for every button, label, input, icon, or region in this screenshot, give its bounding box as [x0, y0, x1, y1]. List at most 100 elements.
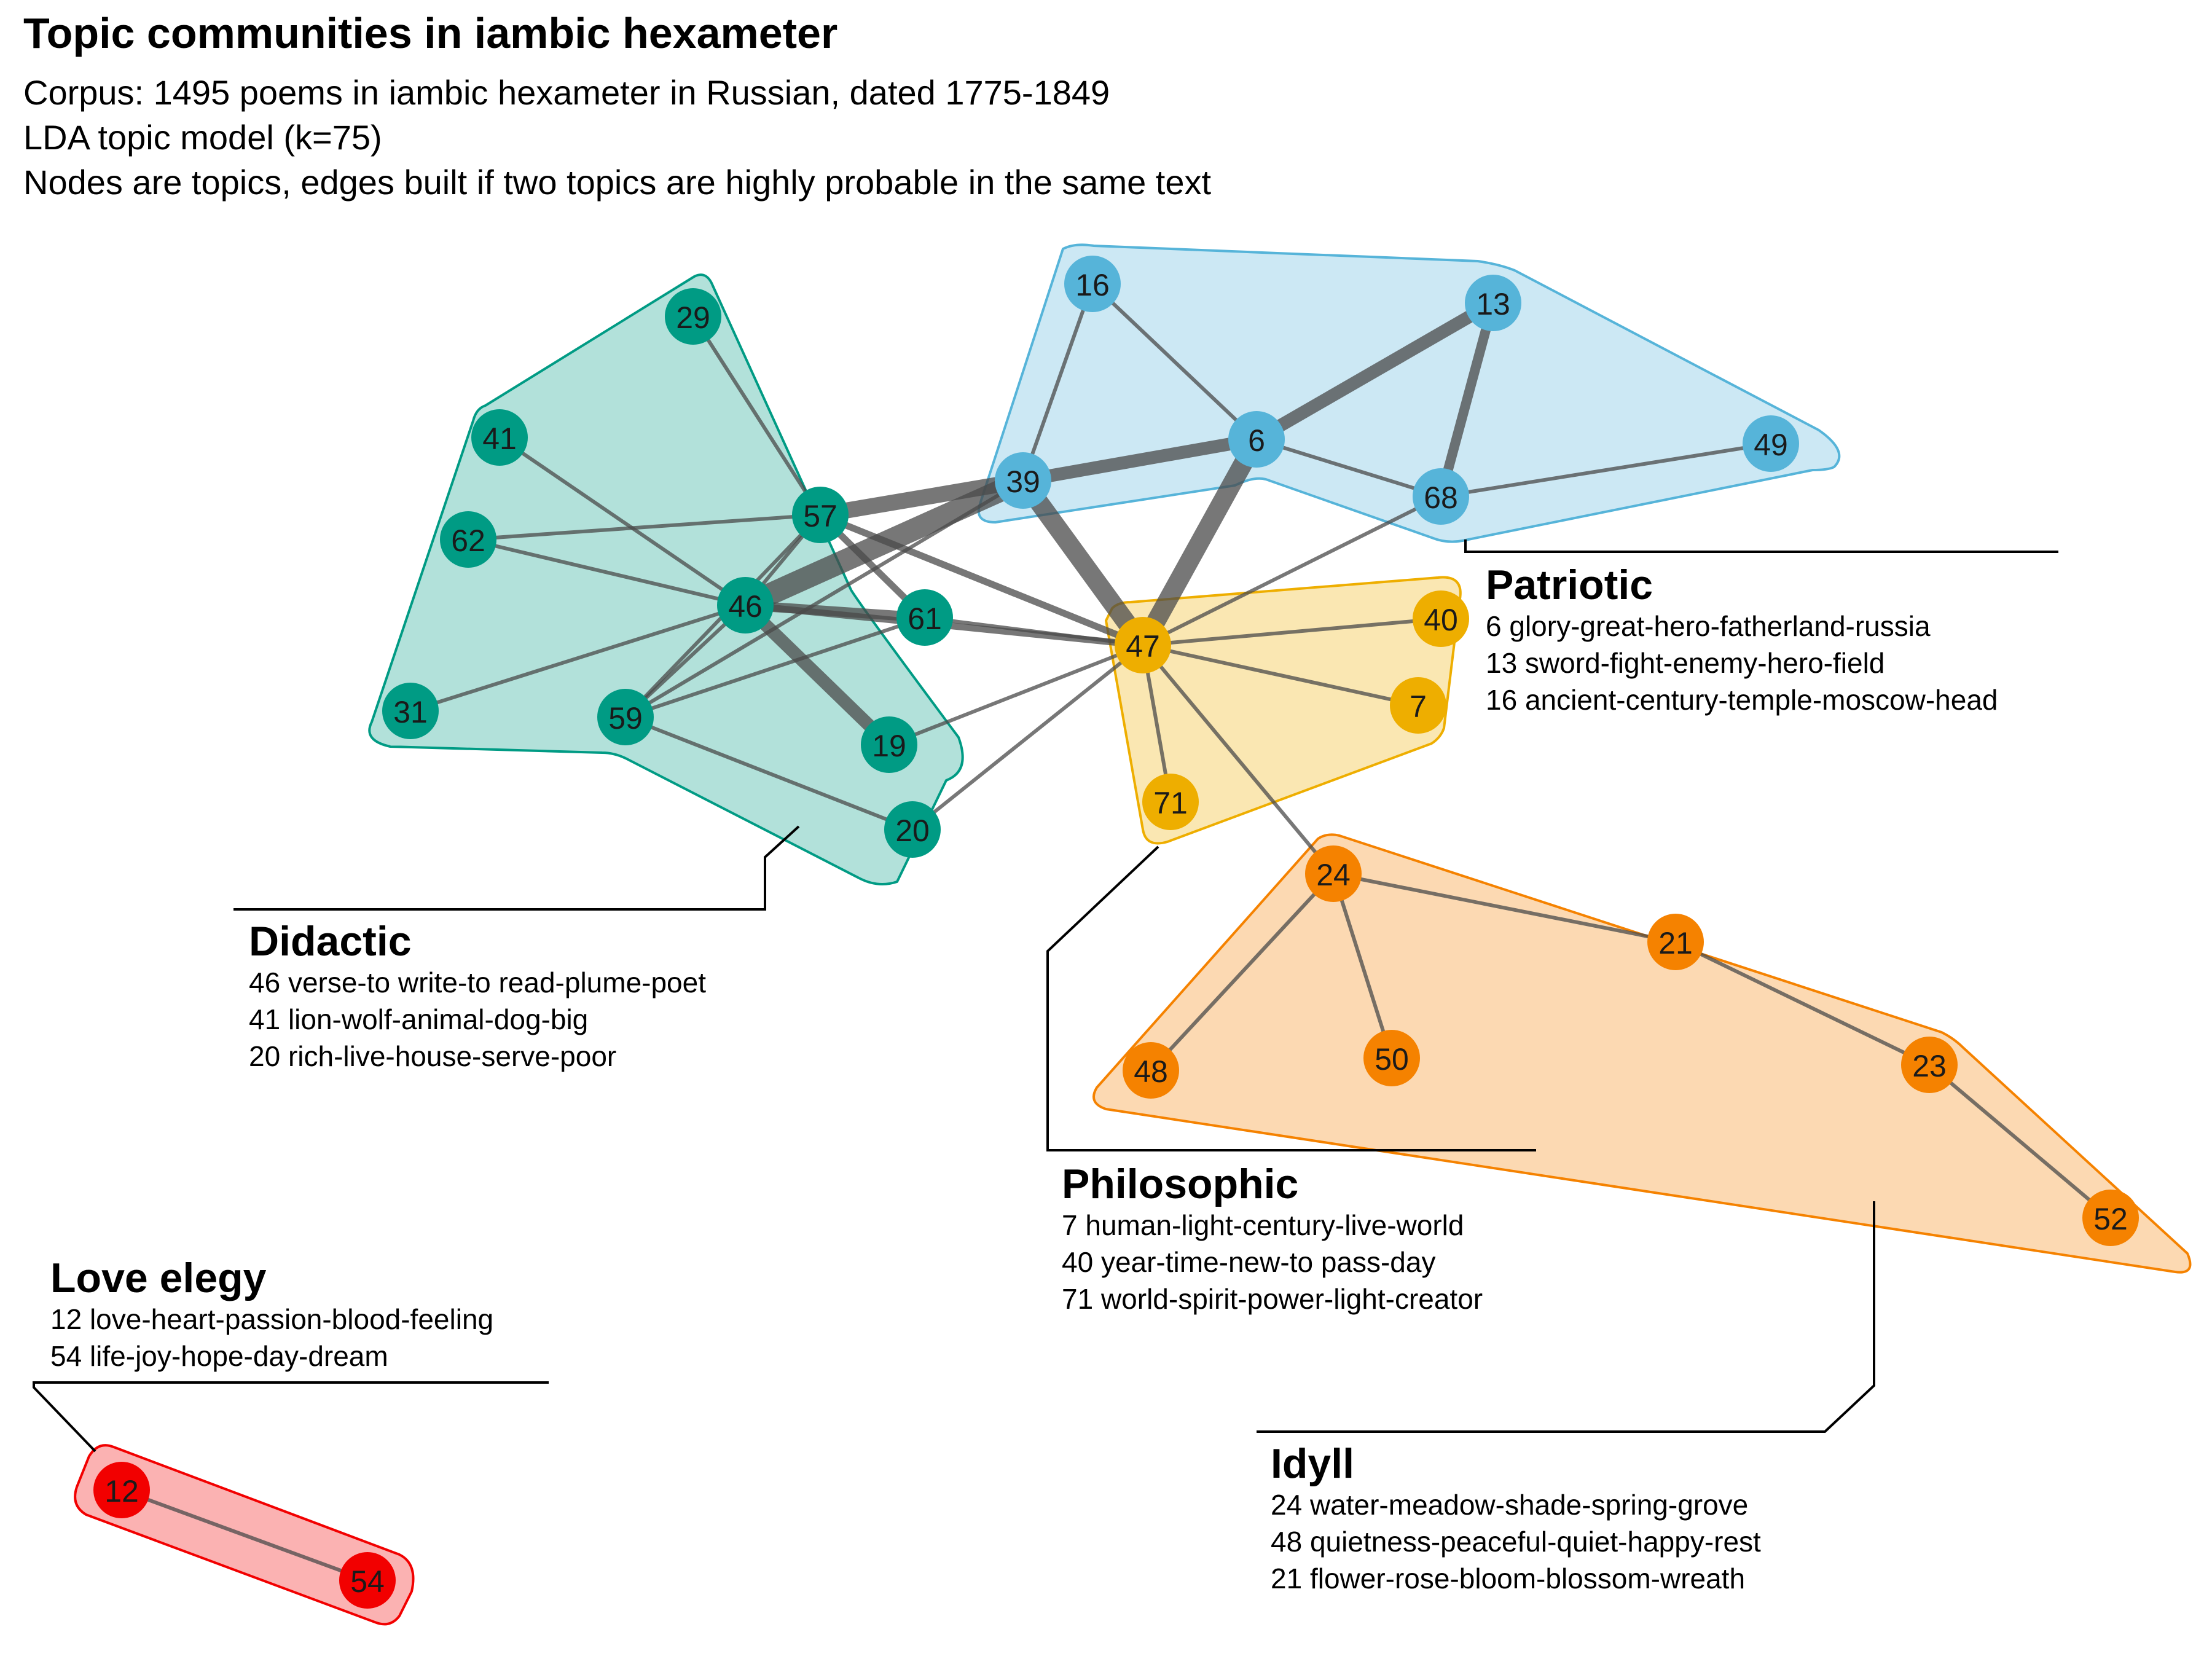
leader-lines — [33, 539, 2058, 1453]
node-39: 39 — [995, 452, 1051, 509]
node-label-19: 19 — [872, 729, 906, 763]
node-circle-21 — [1647, 914, 1704, 970]
node-circle-48 — [1123, 1042, 1179, 1099]
community-topic-didactic-3: 20 rich-live-house-serve-poor — [249, 1040, 616, 1072]
edge-39-47 — [1015, 474, 1151, 651]
edge-57-47 — [818, 511, 1145, 649]
node-label-40: 40 — [1424, 603, 1458, 637]
hull-didactic — [368, 273, 964, 885]
node-label-20: 20 — [895, 814, 930, 848]
legend-love-elegy: Love elegy 12 love-heart-passion-blood-f… — [50, 1255, 493, 1372]
community-topic-philosophic-2: 40 year-time-new-to pass-day — [1062, 1246, 1435, 1278]
community-topic-philosophic-1: 7 human-light-century-live-world — [1062, 1209, 1464, 1241]
community-name-idyll: Idyll — [1271, 1440, 1354, 1487]
edge-6-13 — [1253, 297, 1497, 445]
node-label-31: 31 — [393, 695, 428, 729]
edge-59-20 — [624, 715, 914, 831]
node-label-48: 48 — [1134, 1054, 1168, 1089]
edge-39-6 — [1022, 433, 1258, 487]
node-68: 68 — [1413, 468, 1469, 525]
community-topic-didactic-2: 41 lion-wolf-animal-dog-big — [249, 1003, 588, 1035]
leader-didactic — [233, 825, 800, 911]
node-circle-39 — [995, 452, 1051, 509]
node-59: 59 — [597, 689, 654, 745]
community-topic-love-elegy-2: 54 life-joy-hope-day-dream — [50, 1340, 388, 1372]
subtitle-line-1: Corpus: 1495 poems in iambic hexameter i… — [23, 73, 1110, 112]
edge-59-39 — [624, 479, 1024, 719]
node-label-29: 29 — [676, 300, 710, 335]
node-circle-52 — [2082, 1190, 2139, 1246]
leader-philosophic — [1046, 845, 1536, 1151]
edge-24-50 — [1332, 873, 1394, 1059]
node-label-39: 39 — [1006, 465, 1040, 499]
hull-idyll — [1092, 833, 2192, 1274]
node-49: 49 — [1743, 415, 1799, 472]
community-name-patriotic: Patriotic — [1486, 562, 1653, 608]
legend-patriotic: Patriotic 6 glory-great-hero-fatherland-… — [1486, 562, 1998, 716]
node-7: 7 — [1390, 677, 1446, 734]
node-circle-41 — [471, 409, 528, 466]
node-label-41: 41 — [482, 422, 517, 456]
node-circle-7 — [1390, 677, 1446, 734]
edge-68-47 — [1142, 495, 1442, 647]
community-name-philosophic: Philosophic — [1062, 1161, 1298, 1207]
node-label-62: 62 — [451, 524, 485, 558]
node-40: 40 — [1413, 590, 1469, 647]
leader-love-elegy — [33, 1381, 549, 1453]
node-label-52: 52 — [2093, 1202, 2128, 1236]
node-circle-46 — [717, 577, 774, 633]
edge-47-7 — [1142, 643, 1419, 707]
node-circle-19 — [861, 716, 917, 773]
node-29: 29 — [665, 288, 721, 345]
node-16: 16 — [1064, 256, 1121, 312]
node-31: 31 — [382, 683, 439, 739]
node-circle-6 — [1228, 411, 1285, 468]
edge-31-46 — [410, 603, 746, 713]
legend-idyll: Idyll 24 water-meadow-shade-spring-grove… — [1271, 1440, 1761, 1594]
node-52: 52 — [2082, 1190, 2139, 1246]
edge-68-49 — [1440, 442, 1771, 498]
edge-59-61 — [625, 616, 925, 719]
node-label-57: 57 — [803, 499, 837, 533]
edge-24-48 — [1149, 872, 1335, 1072]
edge-41-46 — [498, 436, 747, 607]
node-label-12: 12 — [104, 1474, 139, 1508]
node-57: 57 — [792, 487, 849, 543]
community-topic-philosophic-3: 71 world-spirit-power-light-creator — [1062, 1283, 1483, 1315]
node-circle-40 — [1413, 590, 1469, 647]
node-label-16: 16 — [1075, 268, 1110, 302]
node-20: 20 — [884, 801, 941, 858]
node-circle-62 — [440, 511, 496, 568]
community-topic-idyll-1: 24 water-meadow-shade-spring-grove — [1271, 1489, 1748, 1521]
node-label-54: 54 — [350, 1564, 385, 1599]
node-circle-13 — [1465, 275, 1521, 331]
node-46: 46 — [717, 577, 774, 633]
node-6: 6 — [1228, 411, 1285, 468]
node-47: 47 — [1115, 617, 1171, 673]
node-19: 19 — [861, 716, 917, 773]
edge-24-21 — [1333, 872, 1676, 944]
edge-62-46 — [468, 538, 746, 607]
leader-idyll — [1257, 1201, 1875, 1433]
node-label-6: 6 — [1248, 423, 1265, 458]
node-circle-71 — [1142, 774, 1199, 830]
edge-62-57 — [468, 513, 821, 541]
node-label-7: 7 — [1410, 689, 1427, 724]
edge-20-47 — [911, 643, 1144, 831]
edge-23-52 — [1928, 1063, 2112, 1220]
node-label-24: 24 — [1316, 858, 1351, 892]
node-layer: 29 41 62 57 46 61 31 59 19 20 16 13 6 39 68 49 47 40 7 71 24… — [93, 256, 2139, 1609]
edge-47-40 — [1142, 617, 1441, 647]
node-circle-61 — [896, 589, 953, 646]
community-topic-didactic-1: 46 verse-to write-to read-plume-poet — [249, 967, 706, 998]
edge-16-6 — [1091, 282, 1258, 441]
subtitle-line-2: LDA topic model (k=75) — [23, 118, 382, 157]
node-label-71: 71 — [1153, 786, 1188, 820]
node-61: 61 — [896, 589, 953, 646]
community-topic-patriotic-2: 13 sword-fight-enemy-hero-field — [1486, 647, 1885, 679]
node-24: 24 — [1305, 845, 1362, 902]
edge-13-68 — [1436, 301, 1498, 498]
node-circle-20 — [884, 801, 941, 858]
node-23: 23 — [1901, 1037, 1958, 1093]
